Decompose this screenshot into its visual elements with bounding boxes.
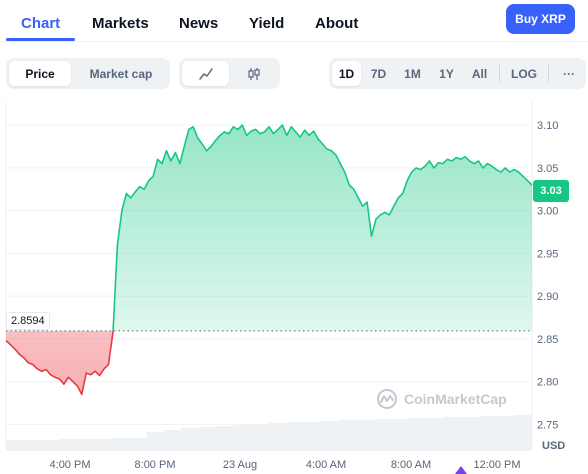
volume-bar — [426, 418, 445, 450]
y-tick-label: 2.80 — [537, 377, 558, 389]
volume-bar — [496, 416, 515, 450]
volume-bar — [6, 440, 25, 450]
event-marker-icon — [455, 466, 467, 474]
range-1m-button[interactable]: 1M — [404, 66, 421, 81]
range-selector: 1D 7D 1M 1Y All LOG ··· — [329, 58, 586, 89]
volume-bar — [269, 423, 288, 450]
volume-bar — [233, 425, 252, 450]
y-tick-label: 3.10 — [537, 120, 558, 132]
volume-bar — [41, 440, 60, 450]
volume-bar — [58, 439, 77, 450]
log-scale-button[interactable]: LOG — [511, 66, 537, 81]
active-tab-indicator — [6, 38, 75, 41]
x-tick-label: 23 Aug — [223, 459, 257, 471]
volume-bar — [128, 438, 147, 450]
volume-bar — [479, 416, 498, 450]
volume-bar — [339, 420, 358, 450]
line-chart-icon — [198, 67, 213, 80]
price-series — [5, 124, 533, 396]
more-options-button[interactable]: ··· — [563, 66, 575, 81]
volume-bar — [181, 428, 200, 450]
y-tick-label: 2.75 — [537, 419, 558, 431]
tab-chart[interactable]: Chart — [21, 15, 61, 32]
range-1d-button[interactable]: 1D — [332, 61, 361, 86]
tab-about[interactable]: About — [315, 15, 359, 32]
x-tick-label: 8:00 PM — [135, 459, 176, 471]
x-tick-label: 4:00 PM — [50, 459, 91, 471]
watermark: CoinMarketCap — [376, 388, 507, 410]
volume-bar — [356, 420, 375, 450]
metric-toggle: Price Market cap — [6, 58, 170, 89]
y-tick-label: 3.05 — [537, 163, 558, 175]
volume-bar — [93, 439, 112, 450]
price-line-down — [5, 330, 114, 396]
tab-news[interactable]: News — [179, 15, 219, 32]
coinmarketcap-logo-icon — [377, 389, 397, 409]
tab-markets[interactable]: Markets — [92, 15, 149, 32]
candlestick-icon — [247, 67, 260, 80]
volume-bar — [321, 421, 340, 450]
volume-bar — [163, 430, 182, 450]
volume-bar — [23, 440, 42, 450]
range-divider — [548, 65, 549, 82]
current-price-label: 3.03 — [533, 180, 569, 202]
volume-bar — [444, 417, 463, 450]
volume-bar — [461, 417, 480, 450]
top-nav: Chart Markets News Yield About Buy XRP — [0, 0, 588, 42]
chart-type-toggle — [179, 58, 280, 89]
volume-bars — [6, 415, 533, 450]
y-tick-label: 2.90 — [537, 291, 558, 303]
line-chart-button[interactable] — [182, 61, 229, 86]
range-1y-button[interactable]: 1Y — [439, 66, 454, 81]
volume-bar — [514, 415, 533, 450]
x-tick-label: 8:00 AM — [391, 459, 431, 471]
x-tick-label: 12:00 PM — [473, 459, 520, 471]
x-tick-label: 4:00 AM — [306, 459, 346, 471]
volume-bar — [76, 439, 95, 450]
volume-bar — [286, 422, 305, 450]
volume-bar — [111, 438, 130, 450]
price-chart[interactable]: 3.10 3.05 3.00 2.95 2.90 2.85 2.80 2.75 4:00 PM… — [0, 100, 588, 474]
range-divider — [499, 65, 500, 82]
volume-bar — [146, 432, 165, 450]
marketcap-toggle-button[interactable]: Market cap — [89, 66, 153, 81]
area-fill-up — [6, 125, 532, 331]
y-tick-label: 3.00 — [537, 206, 558, 218]
price-line-up — [112, 124, 533, 331]
reference-price-label: 2.8594 — [6, 312, 50, 330]
volume-bar — [409, 418, 428, 450]
volume-bar — [198, 427, 217, 450]
volume-bar — [251, 424, 270, 450]
currency-label: USD — [542, 440, 566, 452]
area-fill-down — [6, 330, 114, 395]
price-toggle-button[interactable]: Price — [9, 61, 71, 86]
range-7d-button[interactable]: 7D — [370, 66, 387, 81]
range-all-button[interactable]: All — [471, 66, 488, 81]
buy-xrp-button[interactable]: Buy XRP — [506, 4, 575, 34]
volume-bar — [391, 419, 410, 450]
y-tick-label: 2.95 — [537, 248, 558, 260]
volume-bar — [374, 419, 393, 450]
tab-yield[interactable]: Yield — [249, 15, 285, 32]
y-axis: 3.10 3.05 3.00 2.95 2.90 2.85 2.80 2.75 — [537, 120, 558, 431]
volume-bar — [216, 426, 235, 450]
x-axis: 4:00 PM 8:00 PM 23 Aug 4:00 AM 8:00 AM 12:00 … — [50, 459, 521, 474]
candlestick-button[interactable] — [230, 61, 277, 86]
y-tick-label: 2.85 — [537, 334, 558, 346]
watermark-text: CoinMarketCap — [404, 391, 507, 407]
volume-bar — [304, 422, 323, 450]
